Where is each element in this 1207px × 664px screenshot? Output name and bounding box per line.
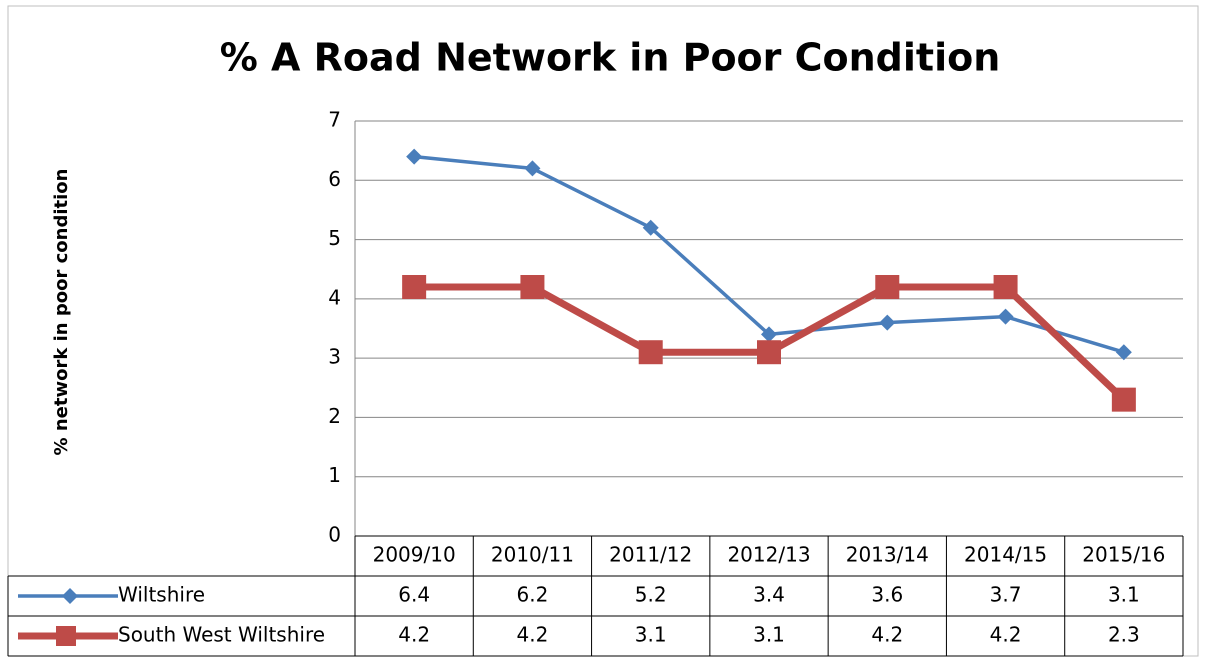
x-tick-label: 2011/12	[609, 543, 692, 567]
table-value: 2.3	[1108, 623, 1140, 647]
y-tick-label: 7	[328, 108, 341, 132]
marker	[638, 340, 663, 365]
legend-label: South West Wiltshire	[118, 623, 325, 647]
table-value: 3.1	[1108, 583, 1140, 607]
table-value: 6.2	[517, 583, 549, 607]
table-value: 4.2	[517, 623, 549, 647]
table-value: 4.2	[990, 623, 1022, 647]
table-value: 4.2	[871, 623, 903, 647]
legend-label: Wiltshire	[118, 583, 205, 607]
marker	[402, 275, 427, 299]
legend-marker	[62, 588, 78, 604]
table-value: 3.4	[753, 583, 785, 607]
marker	[757, 340, 781, 365]
marker	[520, 275, 545, 299]
chart-border	[7, 5, 1199, 657]
table-value: 5.2	[635, 583, 667, 607]
y-tick-label: 1	[328, 463, 341, 487]
marker	[1111, 387, 1136, 412]
x-tick-label: 2015/16	[1082, 543, 1165, 567]
marker	[524, 160, 541, 177]
table-value: 3.7	[990, 583, 1022, 607]
marker	[642, 219, 659, 236]
y-tick-label: 6	[328, 167, 341, 191]
y-tick-label: 4	[328, 285, 341, 309]
table-value: 3.1	[635, 623, 667, 647]
y-axis-label: % network in poor condition	[51, 169, 72, 456]
x-tick-label: 2013/14	[846, 543, 929, 567]
marker	[879, 314, 896, 331]
x-tick-label: 2014/15	[964, 543, 1047, 567]
table-value: 3.1	[753, 623, 785, 647]
table-value: 4.2	[398, 623, 430, 647]
x-tick-label: 2012/13	[727, 543, 810, 567]
x-tick-label: 2009/10	[373, 543, 456, 567]
x-tick-label: 2010/11	[491, 543, 574, 567]
marker	[1115, 344, 1132, 361]
legend-marker	[56, 626, 76, 646]
chart-title: % A Road Network in Poor Condition	[220, 36, 1001, 80]
y-tick-label: 3	[328, 345, 341, 369]
table-value: 6.4	[398, 583, 430, 607]
marker	[993, 275, 1018, 299]
marker	[406, 148, 423, 165]
table-value: 3.6	[871, 583, 903, 607]
y-tick-label: 2	[328, 404, 341, 428]
y-tick-label: 5	[328, 226, 341, 250]
marker	[997, 308, 1014, 325]
y-tick-label: 0	[328, 523, 341, 547]
marker	[875, 275, 900, 299]
marker	[761, 326, 777, 343]
